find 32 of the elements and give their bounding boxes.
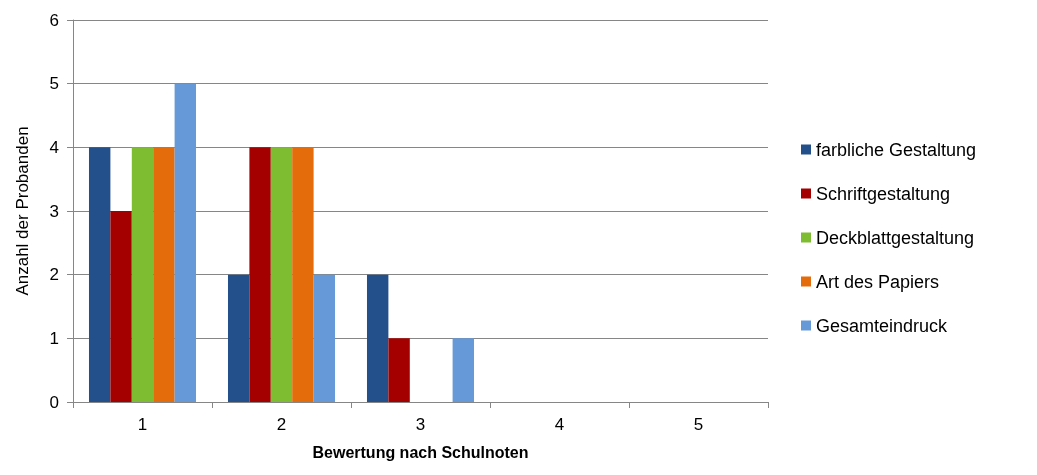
legend-label: Art des Papiers [816, 271, 940, 292]
x-tick-label: 4 [554, 415, 565, 434]
y-tick-label: 2 [49, 265, 59, 285]
legend-label: Gesamteindruck [816, 315, 949, 336]
bar [153, 147, 175, 402]
bar [249, 147, 271, 402]
bar [313, 274, 336, 402]
bar [88, 147, 111, 402]
x-tick-label: 2 [276, 415, 287, 434]
x-tick-label: 5 [693, 415, 704, 434]
legend-label: farbliche Gestaltung [816, 139, 977, 160]
bar [270, 147, 293, 402]
bar [388, 338, 410, 402]
bar [292, 147, 314, 402]
y-tick-label: 3 [49, 201, 59, 221]
y-tick-label: 0 [49, 392, 59, 412]
bar [366, 274, 389, 402]
y-tick-label: 4 [49, 137, 59, 157]
legend-label: Deckblattgestaltung [816, 227, 975, 248]
legend-label: Schriftgestaltung [816, 183, 951, 204]
y-tick-label: 1 [49, 328, 59, 348]
bar [131, 147, 154, 402]
bar [452, 338, 475, 402]
x-axis-title: Bewertung nach Schulnoten [312, 443, 529, 461]
bar [227, 274, 250, 402]
bar [174, 83, 197, 402]
x-tick-label: 1 [137, 415, 148, 434]
bar [110, 211, 132, 402]
x-tick-label: 3 [415, 415, 426, 434]
y-tick-label: 6 [49, 10, 59, 30]
y-tick-label: 5 [49, 74, 59, 94]
y-axis-title: Anzahl der Probanden [13, 126, 32, 296]
